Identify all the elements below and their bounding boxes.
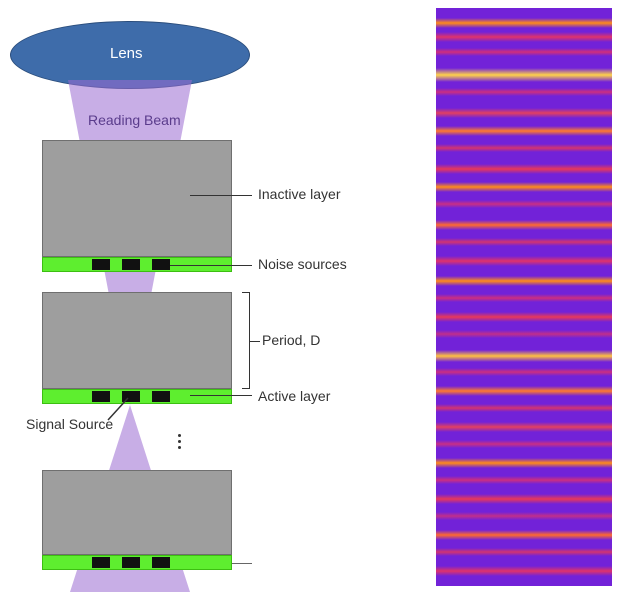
heatmap-stripe: [436, 330, 612, 338]
noise-sources-label: Noise sources: [258, 256, 347, 272]
diagram-canvas: Lens Reading Beam Inactive layer Noise s…: [0, 0, 630, 594]
heatmap-stripe: [436, 200, 612, 208]
heatmap-stripe: [436, 108, 612, 118]
heatmap-stripe: [436, 18, 612, 28]
heatmap-stripe: [436, 548, 612, 556]
active-layer-label: Active layer: [258, 388, 330, 404]
heatmap-stripe: [436, 512, 612, 520]
heatmap-stripe: [436, 440, 612, 448]
heatmap-stripe: [436, 144, 612, 152]
ellipsis-dot: [178, 434, 181, 437]
period-label: Period, D: [262, 332, 320, 348]
heatmap-stripe: [436, 88, 612, 96]
signal-source-label: Signal Source: [26, 416, 113, 432]
heatmap-stripe: [436, 422, 612, 432]
ellipsis-dot: [178, 440, 181, 443]
heatmap-stripe: [436, 494, 612, 504]
bottom-leader: [232, 563, 252, 564]
heatmap-stripe: [436, 126, 612, 136]
heatmap-stripe: [436, 386, 612, 396]
heatmap-stripe: [436, 530, 612, 540]
intensity-heatmap: [436, 8, 612, 586]
heatmap-stripe: [436, 566, 612, 576]
heatmap-stripe: [436, 32, 612, 42]
heatmap-stripe: [436, 68, 612, 82]
heatmap-stripe: [436, 256, 612, 266]
heatmap-stripe: [436, 312, 612, 322]
heatmap-stripe: [436, 276, 612, 286]
heatmap-stripe: [436, 238, 612, 246]
heatmap-stripe: [436, 404, 612, 412]
heatmap-stripe: [436, 476, 612, 484]
heatmap-stripe: [436, 164, 612, 174]
inactive-layer-label: Inactive layer: [258, 186, 340, 202]
heatmap-stripe: [436, 368, 612, 376]
heatmap-stripe: [436, 182, 612, 192]
heatmap-stripe: [436, 294, 612, 302]
heatmap-stripe: [436, 220, 612, 230]
heatmap-stripe: [436, 458, 612, 468]
heatmap-stripe: [436, 350, 612, 362]
ellipsis-dot: [178, 446, 181, 449]
heatmap-stripe: [436, 48, 612, 56]
